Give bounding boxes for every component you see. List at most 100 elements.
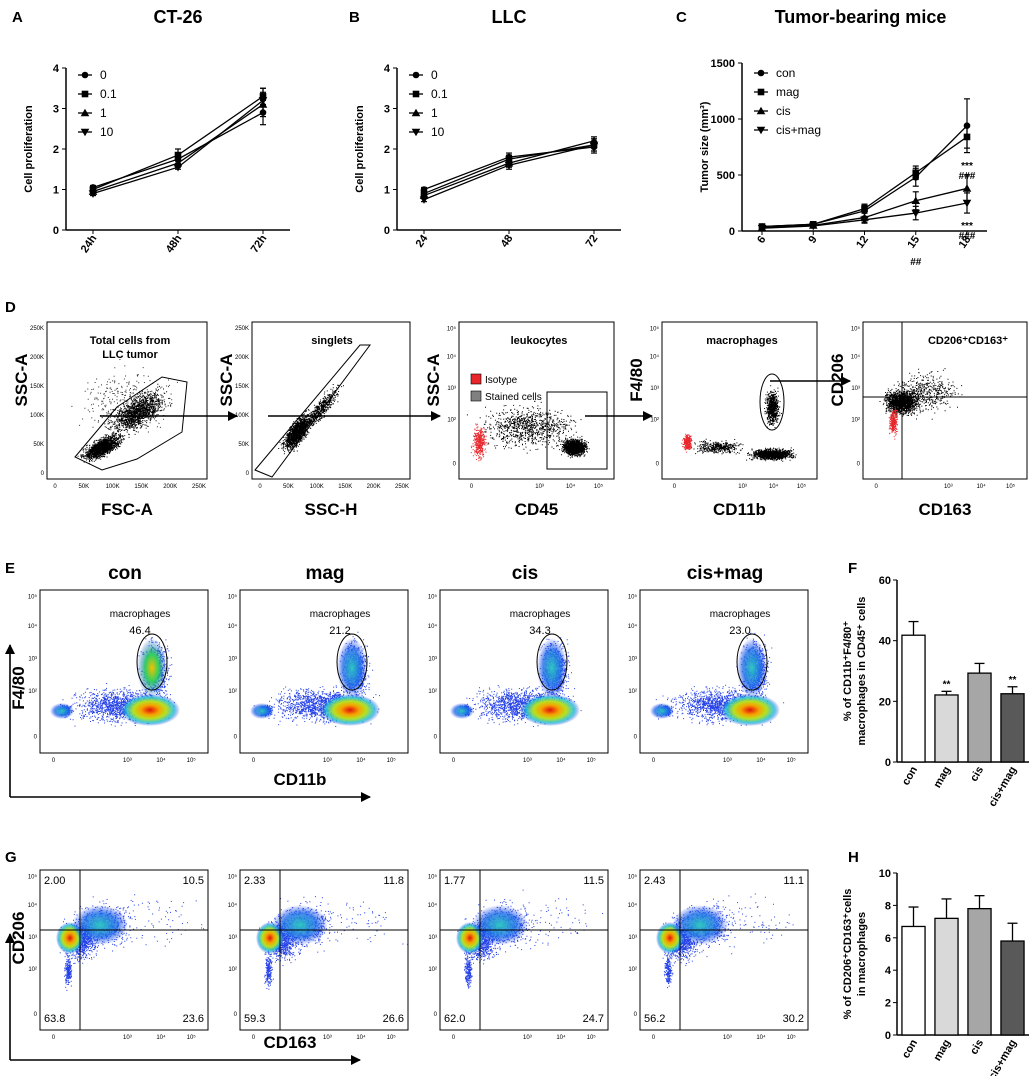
y-axis-label: Tumor size (mm³) (699, 101, 711, 192)
y-tick-label: 0 (885, 1030, 891, 1042)
legend-label-1: 1 (100, 106, 107, 120)
x-tick-label: 10⁴ (356, 1034, 366, 1041)
y-tick-label: 200K (30, 355, 44, 361)
x-tick-label: 10⁵ (797, 483, 807, 490)
y-tick-label: 10⁵ (628, 594, 638, 601)
x-tick-label: mag (931, 1038, 953, 1064)
quadrant-percent-lower-left: 62.0 (444, 1013, 465, 1025)
bar-mag (934, 694, 959, 763)
event-dots (64, 952, 73, 991)
x-tick-label: 10³ (323, 758, 332, 764)
y-axis-label: % of CD206⁺CD163⁺cells (842, 889, 854, 1020)
chart-c-tumor-size: Tumor-bearing mice 0 500 1000 1500 6 9 12 15 18 Tu… (699, 7, 987, 268)
x-tick-label: 10⁵ (1006, 483, 1016, 490)
legend-label-0.1: 0.1 (100, 87, 117, 101)
y-tick-label: 10² (228, 967, 237, 973)
data-point-cis+mag (911, 209, 921, 218)
x-tick-label: 10⁵ (787, 1034, 797, 1041)
y-tick-label: 0 (234, 1012, 238, 1018)
y-tick-label: 0 (634, 1012, 638, 1018)
y-tick-label: 40 (879, 636, 891, 648)
x-tick-label: 0 (673, 484, 677, 490)
x-tick-label: 100K (106, 484, 120, 490)
legend-label-0.1: 0.1 (431, 87, 448, 101)
y-tick-label: 10⁴ (228, 902, 238, 909)
gate-ellipse (736, 633, 768, 691)
x-tick-label: 15 (905, 234, 922, 251)
panel-letter-g: G (5, 849, 17, 866)
significance-mark: ** (1009, 675, 1017, 686)
gate-label: singlets (311, 335, 353, 347)
x-axis-label: CD163 (264, 1033, 317, 1052)
y-tick-label: 0 (34, 735, 38, 741)
event-dots (470, 423, 489, 462)
y-tick-label: 1 (53, 185, 59, 197)
event-dots (466, 400, 583, 454)
y-tick-label: 10⁵ (228, 594, 238, 601)
y-tick-label: 10² (628, 689, 637, 695)
bar-mag (934, 917, 959, 1036)
y-axis-label: macrophages in CD45⁺ cells (856, 597, 868, 746)
bar-cis (967, 672, 992, 763)
y-tick-label: 10⁵ (447, 325, 457, 332)
density-cluster (672, 905, 728, 945)
x-tick-label: 24 (414, 232, 431, 250)
y-tick-label: 10⁵ (428, 594, 438, 601)
x-tick-label: 10³ (723, 758, 732, 764)
gate-label: macrophages (706, 335, 778, 347)
data-point-10 (419, 196, 429, 204)
density-macrophage-cluster (737, 638, 767, 698)
significance-mark: ### (959, 171, 976, 182)
quadrant-percent-lower-right: 24.7 (583, 1013, 604, 1025)
y-tick-label: 10³ (28, 935, 37, 941)
y-tick-label: 150K (30, 384, 44, 390)
gate-label: Total cells from (90, 335, 171, 347)
event-dots (663, 952, 674, 989)
x-tick-label: 0 (470, 484, 474, 490)
x-tick-label: 10³ (123, 1035, 132, 1041)
x-tick-label: 100K (310, 484, 324, 490)
y-tick-label: 10³ (628, 935, 637, 941)
y-axis-label: F4/80 (627, 358, 646, 401)
y-axis-label: SSC-A (217, 354, 236, 407)
legend-marker (756, 126, 766, 135)
x-tick-label: 10⁴ (566, 483, 576, 490)
y-tick-label: 10⁵ (428, 873, 438, 880)
density-cluster (472, 905, 528, 945)
x-tick-label: 10⁴ (756, 757, 766, 764)
y-tick-label: 10² (428, 967, 437, 973)
density-macrophage-cluster (137, 638, 167, 698)
x-tick-label: 10³ (123, 758, 132, 764)
x-tick-label: 10⁴ (156, 1034, 166, 1041)
x-tick-label: 10⁴ (356, 757, 366, 764)
plot-frame (458, 321, 615, 480)
density-cluster (72, 905, 128, 945)
y-axis-label: SSC-A (424, 354, 443, 407)
x-tick-label: con (900, 764, 920, 787)
bar-cis+mag (1000, 940, 1025, 1036)
x-tick-label: 10⁵ (594, 483, 604, 490)
legend-label-0: 0 (100, 68, 107, 82)
legend-marker (411, 108, 421, 117)
y-tick-label: 0 (857, 461, 861, 467)
significance-mark: ** (943, 679, 951, 690)
x-tick-label: 6 (755, 234, 768, 246)
y-tick-label: 20 (879, 696, 891, 708)
chart-h-cd206-cd163-percent-bars: 0 2 4 6 8 10 con mag cis cis+mag % of CD206⁺CD163⁺… (842, 868, 1029, 1076)
x-tick-label: 50K (283, 484, 294, 490)
legend-label-10: 10 (100, 125, 114, 139)
y-tick-label: 50K (33, 442, 44, 448)
x-tick-label: 9 (806, 234, 819, 246)
data-point-10 (504, 161, 514, 170)
condition-title: cis (512, 563, 538, 584)
x-tick-label: 10⁵ (187, 1034, 197, 1041)
y-tick-label: 0 (885, 757, 891, 769)
data-point-0.1 (174, 151, 182, 159)
legend-marker (81, 90, 89, 98)
data-point-10 (589, 141, 599, 150)
y-tick-label: 10³ (428, 656, 437, 662)
gate-percent: 34.3 (529, 625, 550, 637)
panel-letter-f: F (848, 560, 857, 577)
dot-layer (450, 637, 582, 727)
